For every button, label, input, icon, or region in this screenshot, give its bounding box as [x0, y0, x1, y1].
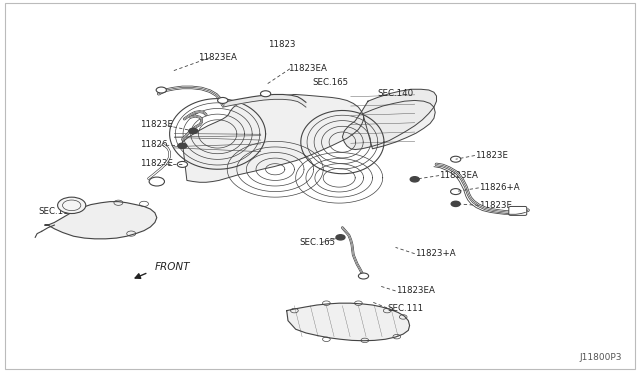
Circle shape	[410, 177, 419, 182]
Circle shape	[156, 87, 166, 93]
Text: SEC.111: SEC.111	[387, 304, 423, 312]
Circle shape	[177, 161, 188, 167]
Text: 11826+A: 11826+A	[479, 183, 519, 192]
Circle shape	[451, 201, 460, 206]
Circle shape	[260, 91, 271, 97]
Text: FRONT: FRONT	[155, 262, 190, 272]
Circle shape	[189, 128, 198, 134]
Polygon shape	[223, 94, 306, 107]
Text: SEC.111: SEC.111	[38, 207, 74, 216]
Text: 11823E: 11823E	[475, 151, 508, 160]
Polygon shape	[45, 202, 157, 239]
Polygon shape	[342, 89, 436, 150]
Text: 11823E: 11823E	[140, 120, 173, 129]
Text: SEC.165: SEC.165	[300, 238, 335, 247]
Text: SEC.140: SEC.140	[378, 89, 413, 98]
Polygon shape	[364, 100, 435, 149]
Text: 11823+A: 11823+A	[415, 249, 455, 258]
Text: 11823EA: 11823EA	[288, 64, 327, 73]
Circle shape	[451, 156, 461, 162]
Circle shape	[358, 273, 369, 279]
Circle shape	[178, 143, 187, 148]
Text: J11800P3: J11800P3	[580, 353, 622, 362]
Text: 11823EA: 11823EA	[396, 286, 435, 295]
Circle shape	[149, 177, 164, 186]
Circle shape	[218, 97, 228, 103]
Text: 11823: 11823	[268, 40, 295, 49]
Text: 11823E: 11823E	[140, 159, 173, 168]
Text: SEC.165: SEC.165	[312, 78, 348, 87]
Text: 11823E: 11823E	[479, 201, 512, 210]
FancyBboxPatch shape	[509, 206, 527, 215]
Text: 11823EA: 11823EA	[439, 171, 478, 180]
Circle shape	[451, 189, 461, 195]
Text: 11823EA: 11823EA	[198, 53, 237, 62]
Polygon shape	[287, 303, 410, 341]
Polygon shape	[182, 94, 364, 182]
Circle shape	[336, 235, 345, 240]
Text: 11826: 11826	[140, 140, 167, 149]
Circle shape	[58, 197, 86, 214]
